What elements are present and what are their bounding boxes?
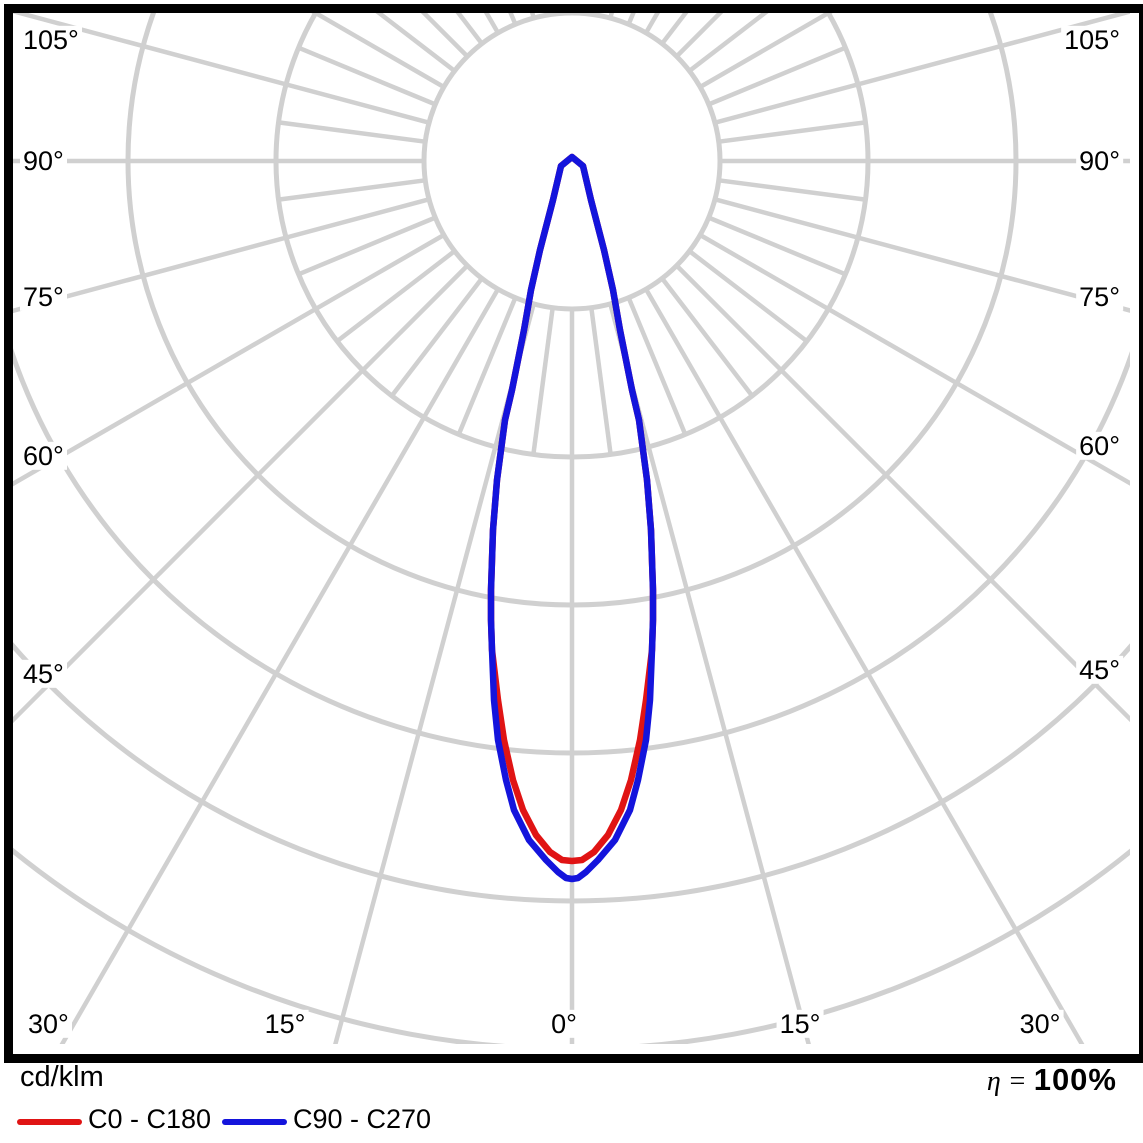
angle-label: 60°	[1076, 431, 1123, 460]
c90-c270-line-swatch	[222, 1119, 287, 1125]
angle-label: 105°	[20, 25, 82, 54]
angle-label: 60°	[20, 441, 67, 470]
angle-label: 30°	[1016, 1009, 1064, 1038]
curve-c90-c270	[487, 153, 657, 883]
angle-label: 15°	[776, 1009, 824, 1038]
angle-label: 90°	[20, 146, 67, 175]
angle-label: 105°	[1061, 25, 1123, 54]
angle-label: 45°	[20, 659, 67, 688]
angle-label: 30°	[25, 1009, 72, 1038]
c90-c270-label: C90 - C270	[293, 1104, 432, 1134]
angle-label: 15°	[261, 1009, 309, 1038]
angle-label: 90°	[1076, 146, 1123, 175]
efficiency-value: 100%	[1033, 1062, 1117, 1097]
efficiency-label: η = 100%	[987, 1062, 1117, 1098]
angle-label: 0°	[548, 1009, 580, 1038]
angle-label: 75°	[20, 282, 67, 311]
efficiency-eta-prefix: η =	[986, 1066, 1034, 1097]
c0-c180-label: C0 - C180	[88, 1104, 212, 1134]
angle-label: 45°	[1076, 655, 1123, 684]
angle-label: 75°	[1076, 282, 1123, 311]
unit-label: cd/klm	[20, 1061, 104, 1093]
c0-c180-line-swatch	[17, 1119, 82, 1125]
